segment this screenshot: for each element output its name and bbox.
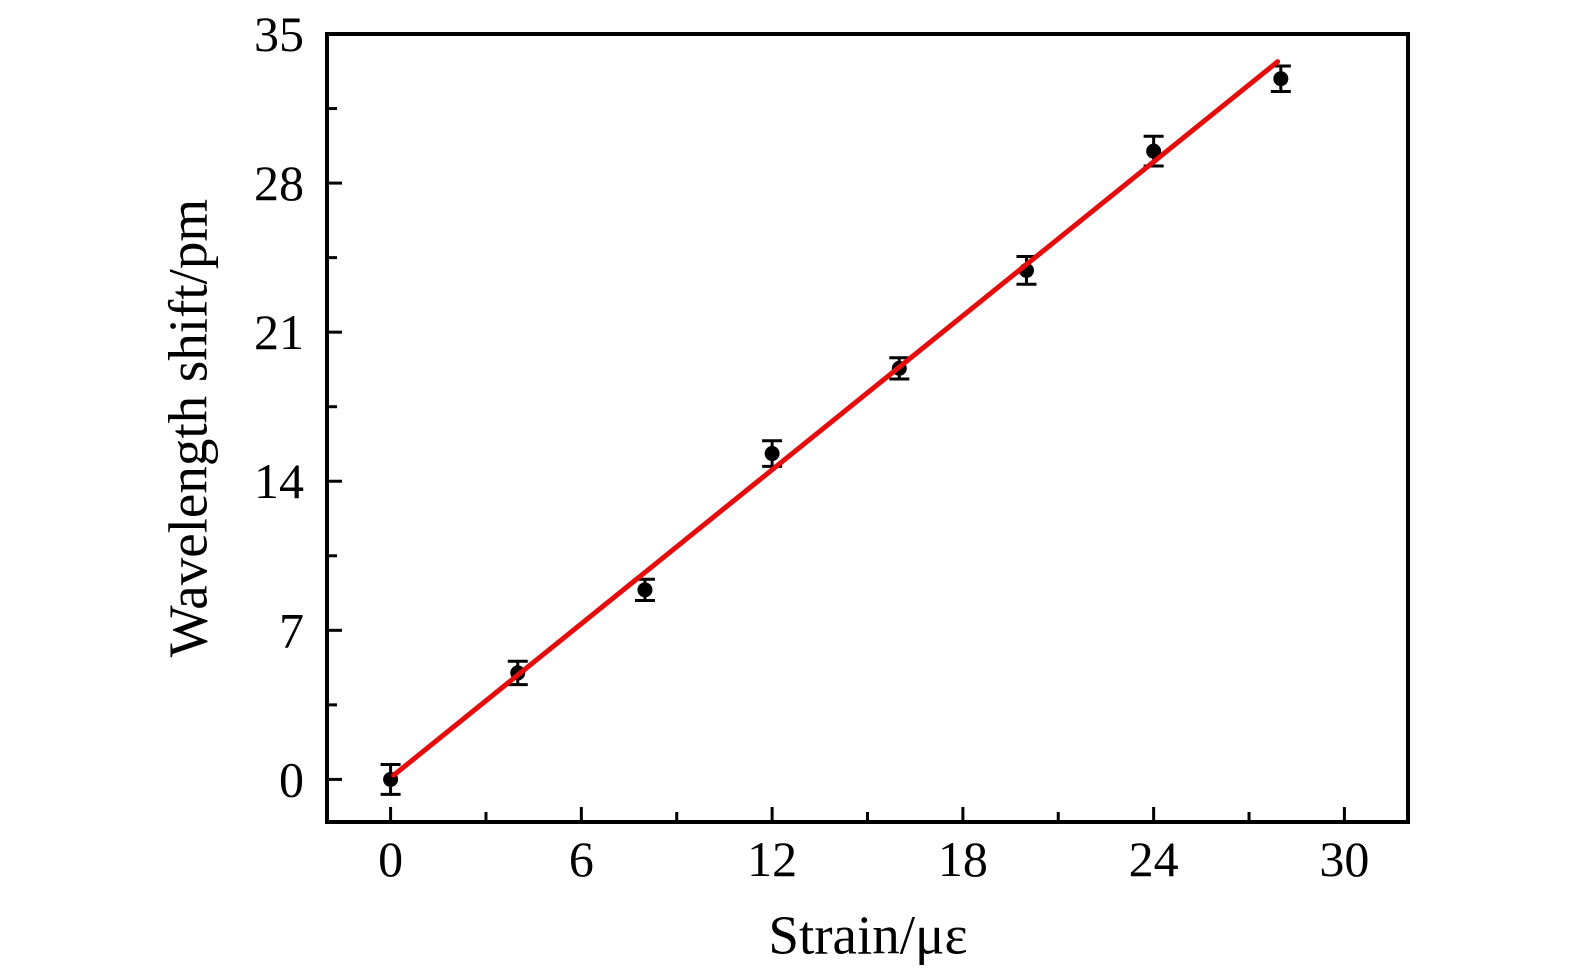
x-tick-label: 24 — [1129, 831, 1179, 887]
x-tick-label: 0 — [378, 831, 403, 887]
y-tick-label: 0 — [279, 751, 304, 807]
x-tick-label: 18 — [938, 831, 988, 887]
y-tick-label: 35 — [254, 6, 304, 62]
y-tick-label: 28 — [254, 155, 304, 211]
data-point — [1273, 71, 1289, 87]
plot-frame — [325, 32, 1410, 824]
x-tick-label: 6 — [569, 831, 594, 887]
data-point — [764, 446, 780, 462]
y-tick-label: 21 — [254, 304, 304, 360]
data-point — [637, 582, 653, 598]
y-tick-label: 14 — [254, 453, 304, 509]
x-tick-label: 30 — [1319, 831, 1369, 887]
x-tick-label: 12 — [747, 831, 797, 887]
fit-line — [391, 59, 1281, 778]
x-axis-title: Strain/με — [768, 904, 968, 966]
y-tick-label: 7 — [279, 602, 304, 658]
data-point — [1146, 143, 1162, 159]
y-axis-title: Wavelength shift/pm — [157, 198, 219, 658]
